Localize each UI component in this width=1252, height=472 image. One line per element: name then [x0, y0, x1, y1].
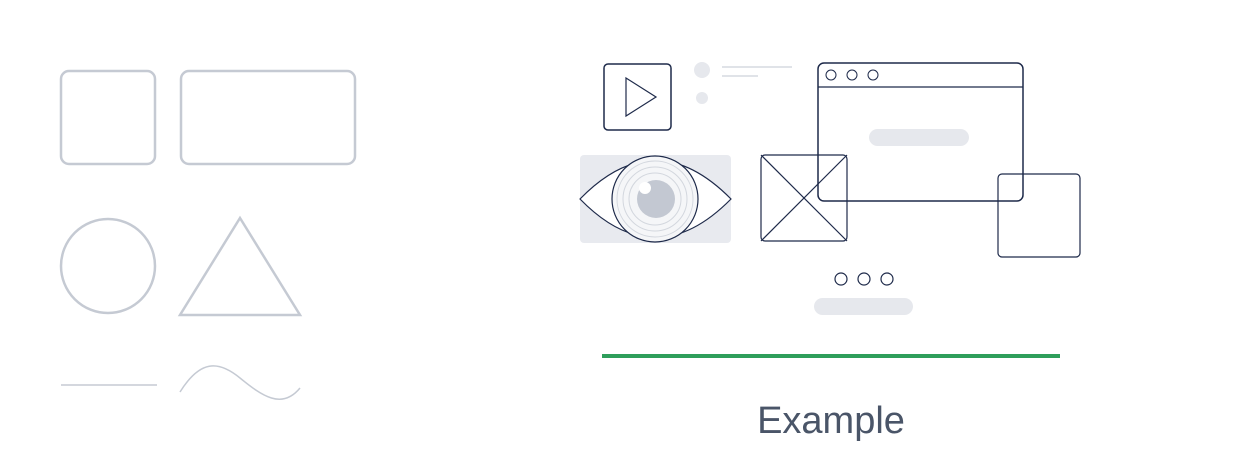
- image-placeholder: [760, 154, 848, 242]
- accent-line: [602, 354, 1060, 358]
- play-icon: [603, 63, 672, 131]
- browser-window: [817, 62, 1024, 202]
- shape-palette: [59, 69, 357, 400]
- eye-image-card: [579, 155, 732, 243]
- rectangle-shape: [179, 69, 357, 166]
- wave-shape: [179, 365, 301, 400]
- dots-indicator: [834, 272, 894, 286]
- wireframe-composition: [579, 62, 1081, 358]
- square-shape: [59, 69, 157, 166]
- text-placeholder: [694, 62, 792, 104]
- frame-box: [997, 173, 1081, 258]
- button-placeholder: [814, 298, 913, 315]
- circle-shape: [59, 217, 157, 315]
- caption-text: Example: [757, 400, 905, 442]
- triangle-shape: [177, 215, 303, 317]
